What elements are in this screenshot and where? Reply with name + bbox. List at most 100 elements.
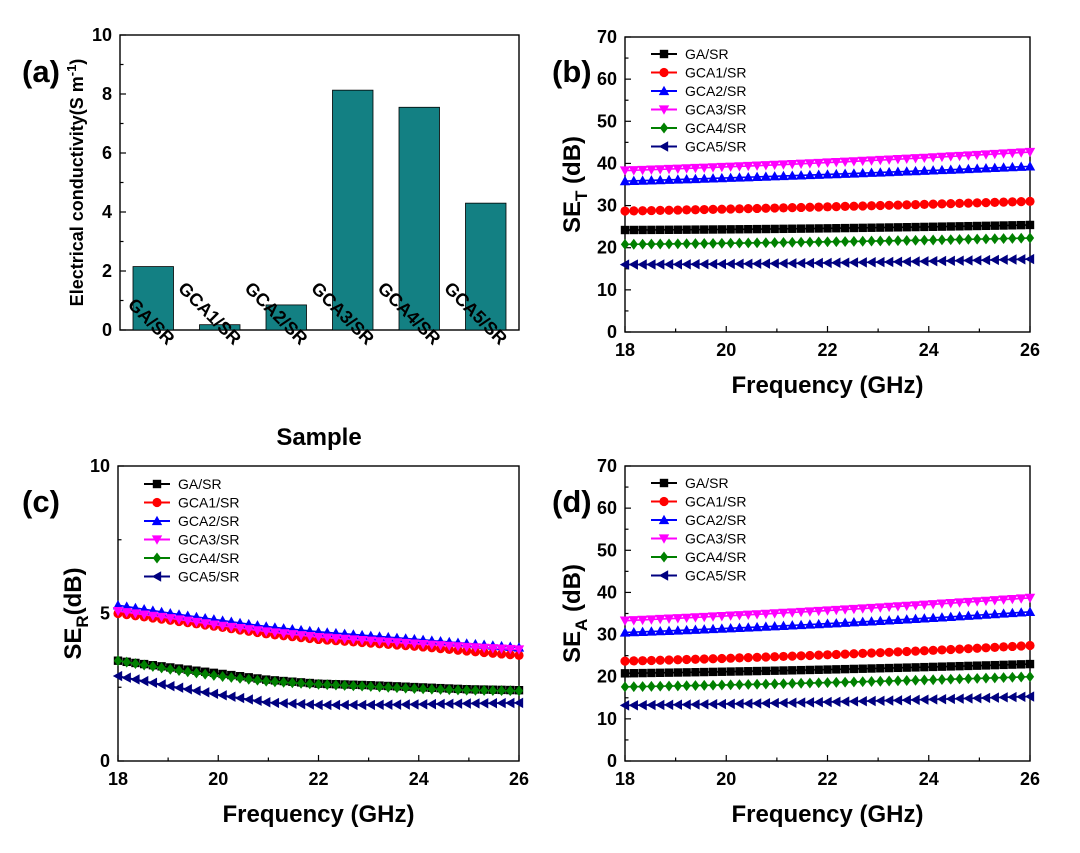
data-point [1008, 660, 1017, 669]
data-point [208, 620, 220, 630]
data-point [822, 618, 833, 628]
data-point [787, 620, 798, 630]
data-point [849, 201, 859, 211]
data-point [919, 165, 930, 175]
data-point [936, 599, 948, 609]
data-point [743, 204, 753, 214]
data-point [937, 662, 947, 671]
data-point [760, 621, 772, 631]
data-point [287, 698, 297, 709]
data-point [998, 608, 1009, 618]
data-point [716, 162, 728, 173]
data-point [418, 683, 428, 695]
legend-marker [151, 515, 163, 526]
data-point [340, 679, 349, 691]
data-point [813, 169, 824, 179]
data-point [647, 225, 656, 235]
y-axis-title: SER(dB) [60, 567, 92, 659]
data-point [452, 642, 464, 652]
data-point [743, 653, 753, 663]
y-axis-title-main: SE [60, 628, 87, 660]
plot-area [619, 593, 1036, 711]
data-point [278, 629, 289, 639]
data-point [305, 678, 314, 690]
data-point [638, 656, 648, 666]
series-gca4-sr [620, 232, 1035, 250]
x-tick-label: 24 [409, 769, 429, 789]
data-point [707, 612, 719, 622]
panel-c: 0 5 10 18 20 22 24 26 GA/SR GCA1/SR GCA2/SR GCA3/SR… [22, 456, 529, 828]
data-point [427, 683, 436, 695]
data-point [620, 206, 630, 216]
data-point [919, 256, 929, 267]
data-point [638, 225, 647, 235]
data-point [357, 680, 367, 692]
y-tick-label: 50 [597, 540, 617, 560]
data-point [462, 684, 471, 696]
data-point [690, 654, 701, 664]
data-point [444, 641, 455, 652]
data-point [708, 679, 718, 691]
data-point [946, 662, 955, 671]
data-point [839, 696, 850, 707]
data-point [1007, 691, 1017, 703]
data-point [147, 677, 158, 689]
data-point [883, 695, 894, 706]
data-point [166, 663, 175, 675]
data-point [1007, 607, 1018, 618]
data-point [902, 663, 911, 672]
data-point [1024, 593, 1036, 604]
data-point [751, 161, 763, 171]
data-point [936, 612, 948, 622]
data-point [628, 626, 639, 637]
data-point [620, 238, 630, 250]
series-ga-sr [620, 659, 1035, 678]
data-point [840, 236, 850, 247]
data-point [174, 665, 184, 676]
data-point [496, 644, 507, 654]
data-point [252, 695, 262, 707]
data-point [901, 166, 912, 176]
data-point [945, 599, 956, 609]
data-point [999, 660, 1008, 670]
data-point [471, 684, 480, 696]
data-point [165, 680, 175, 692]
legend-marker [152, 497, 162, 508]
data-point [699, 258, 709, 270]
data-point [822, 606, 833, 616]
data-point [822, 202, 833, 212]
data-point [971, 163, 983, 173]
data-point [708, 204, 718, 214]
data-point [814, 202, 824, 212]
data-point [392, 682, 402, 694]
legend-label: GCA5/SR [685, 139, 746, 155]
data-point [620, 225, 630, 235]
data-point [707, 258, 718, 270]
data-point [919, 694, 929, 705]
data-point [963, 163, 974, 174]
y-axis-title: Electrical conductivity(S m-1) [64, 59, 87, 307]
data-point [769, 697, 779, 709]
data-point [998, 197, 1009, 207]
legend-label: GCA4/SR [178, 550, 239, 566]
data-point [875, 615, 886, 625]
data-point [699, 612, 710, 623]
data-point [770, 203, 780, 213]
data-point [839, 157, 851, 167]
x-tick-label: 22 [817, 769, 837, 789]
data-point [131, 658, 140, 670]
data-point [646, 205, 657, 216]
bar [199, 324, 241, 331]
data-point [646, 626, 657, 636]
data-point [823, 236, 832, 248]
data-point [955, 222, 964, 231]
data-point [971, 597, 983, 607]
data-point [655, 699, 665, 711]
data-point [656, 680, 665, 692]
data-point [391, 638, 403, 648]
legend-entry: GCA5/SR [651, 139, 746, 155]
panel-letter: (b) [552, 54, 592, 89]
data-point [252, 626, 263, 636]
data-point [234, 623, 246, 634]
data-point [927, 255, 938, 267]
